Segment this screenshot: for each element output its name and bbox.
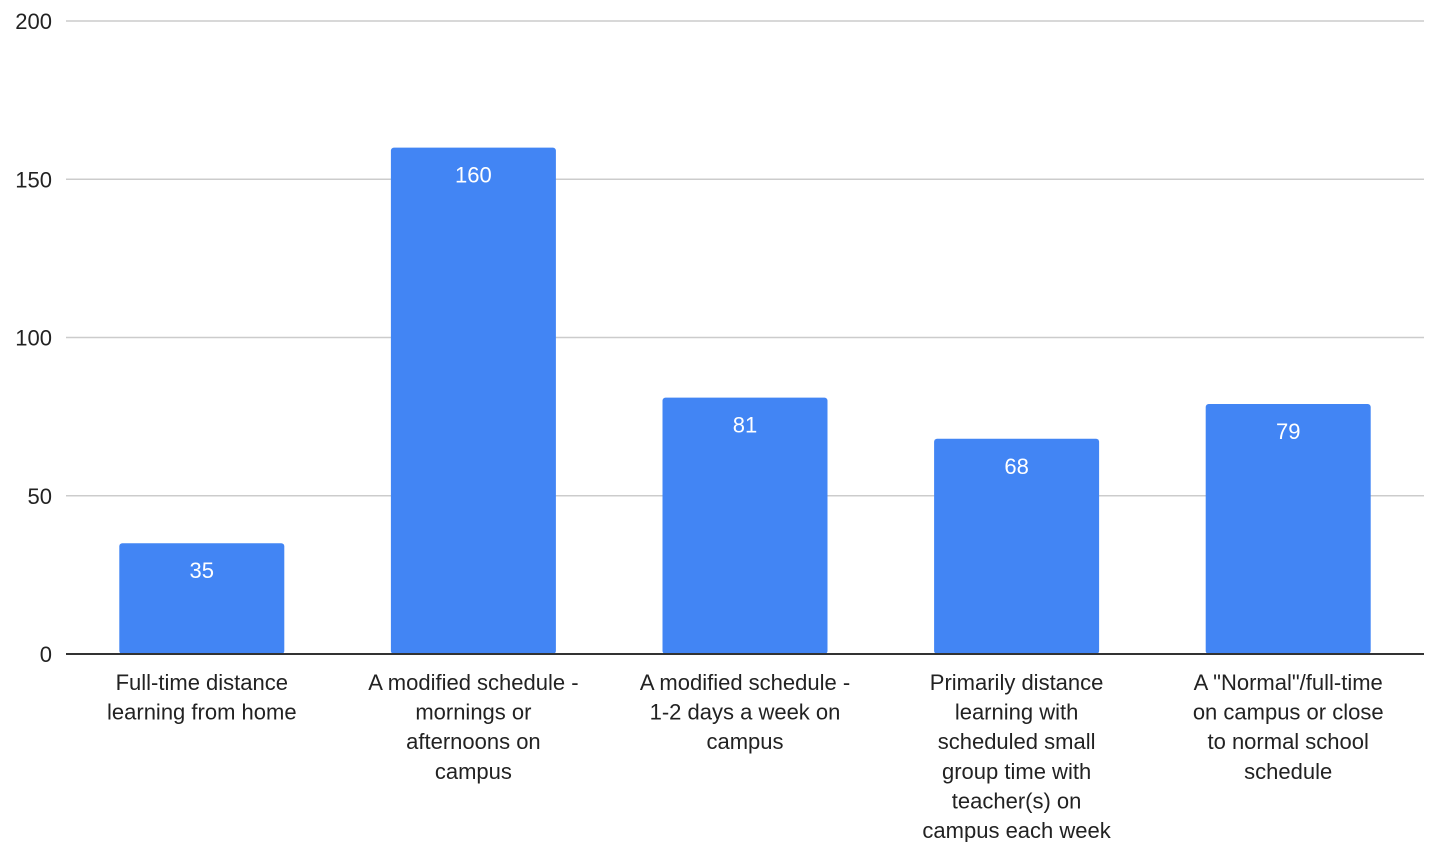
y-tick-label: 200 [15,9,52,34]
x-category-label: A modified schedule - mornings or afternoo… [368,670,578,784]
y-tick-label: 0 [40,642,52,667]
x-category-label-line: A modified schedule - [640,670,850,695]
bar[interactable] [934,438,1100,654]
x-category-label-line: A modified schedule - [368,670,578,695]
x-category-label-line: group time with [942,759,1091,784]
bar-data-label: 160 [455,163,492,188]
x-category-label-line: A "Normal"/full-time [1194,670,1383,695]
x-category-label-line: campus [435,759,512,784]
x-category-label: Full-time distance learning from home [107,670,297,725]
x-category-label-line: campus [706,729,783,754]
bar-data-label: 35 [190,558,214,583]
bar-data-label: 79 [1276,419,1300,444]
x-category-label-line: campus each week [922,818,1111,842]
x-category-label: A "Normal"/full-time on campus or close to… [1193,670,1384,784]
x-category-label-line: learning from home [107,700,297,725]
bar[interactable] [662,397,828,654]
y-tick-label: 50 [28,484,52,509]
x-category-label-line: Primarily distance [930,670,1104,695]
x-category-label-line: 1-2 days a week on [650,700,841,725]
x-category-label-line: Full-time distance [116,670,288,695]
x-category-label-line: afternoons on [406,729,541,754]
x-category-label-line: mornings or [415,700,531,725]
bar-data-label: 81 [733,413,757,438]
x-category-label-line: teacher(s) on [952,788,1082,813]
x-category-label: A modified schedule - 1-2 days a week on c… [640,670,850,754]
x-category-label: Primarily distance learning with scheduled… [922,670,1111,842]
x-category-label-line: to normal school [1207,729,1368,754]
bar[interactable] [1205,403,1371,654]
y-tick-label: 150 [15,167,52,192]
y-tick-label: 100 [15,326,52,351]
bar-data-label: 68 [1004,454,1028,479]
bar[interactable] [119,543,285,654]
x-category-label-line: learning with [955,700,1079,725]
bar[interactable] [390,147,556,654]
x-category-label-line: scheduled small [938,729,1096,754]
x-category-label-line: schedule [1244,759,1332,784]
x-category-label-line: on campus or close [1193,700,1384,725]
